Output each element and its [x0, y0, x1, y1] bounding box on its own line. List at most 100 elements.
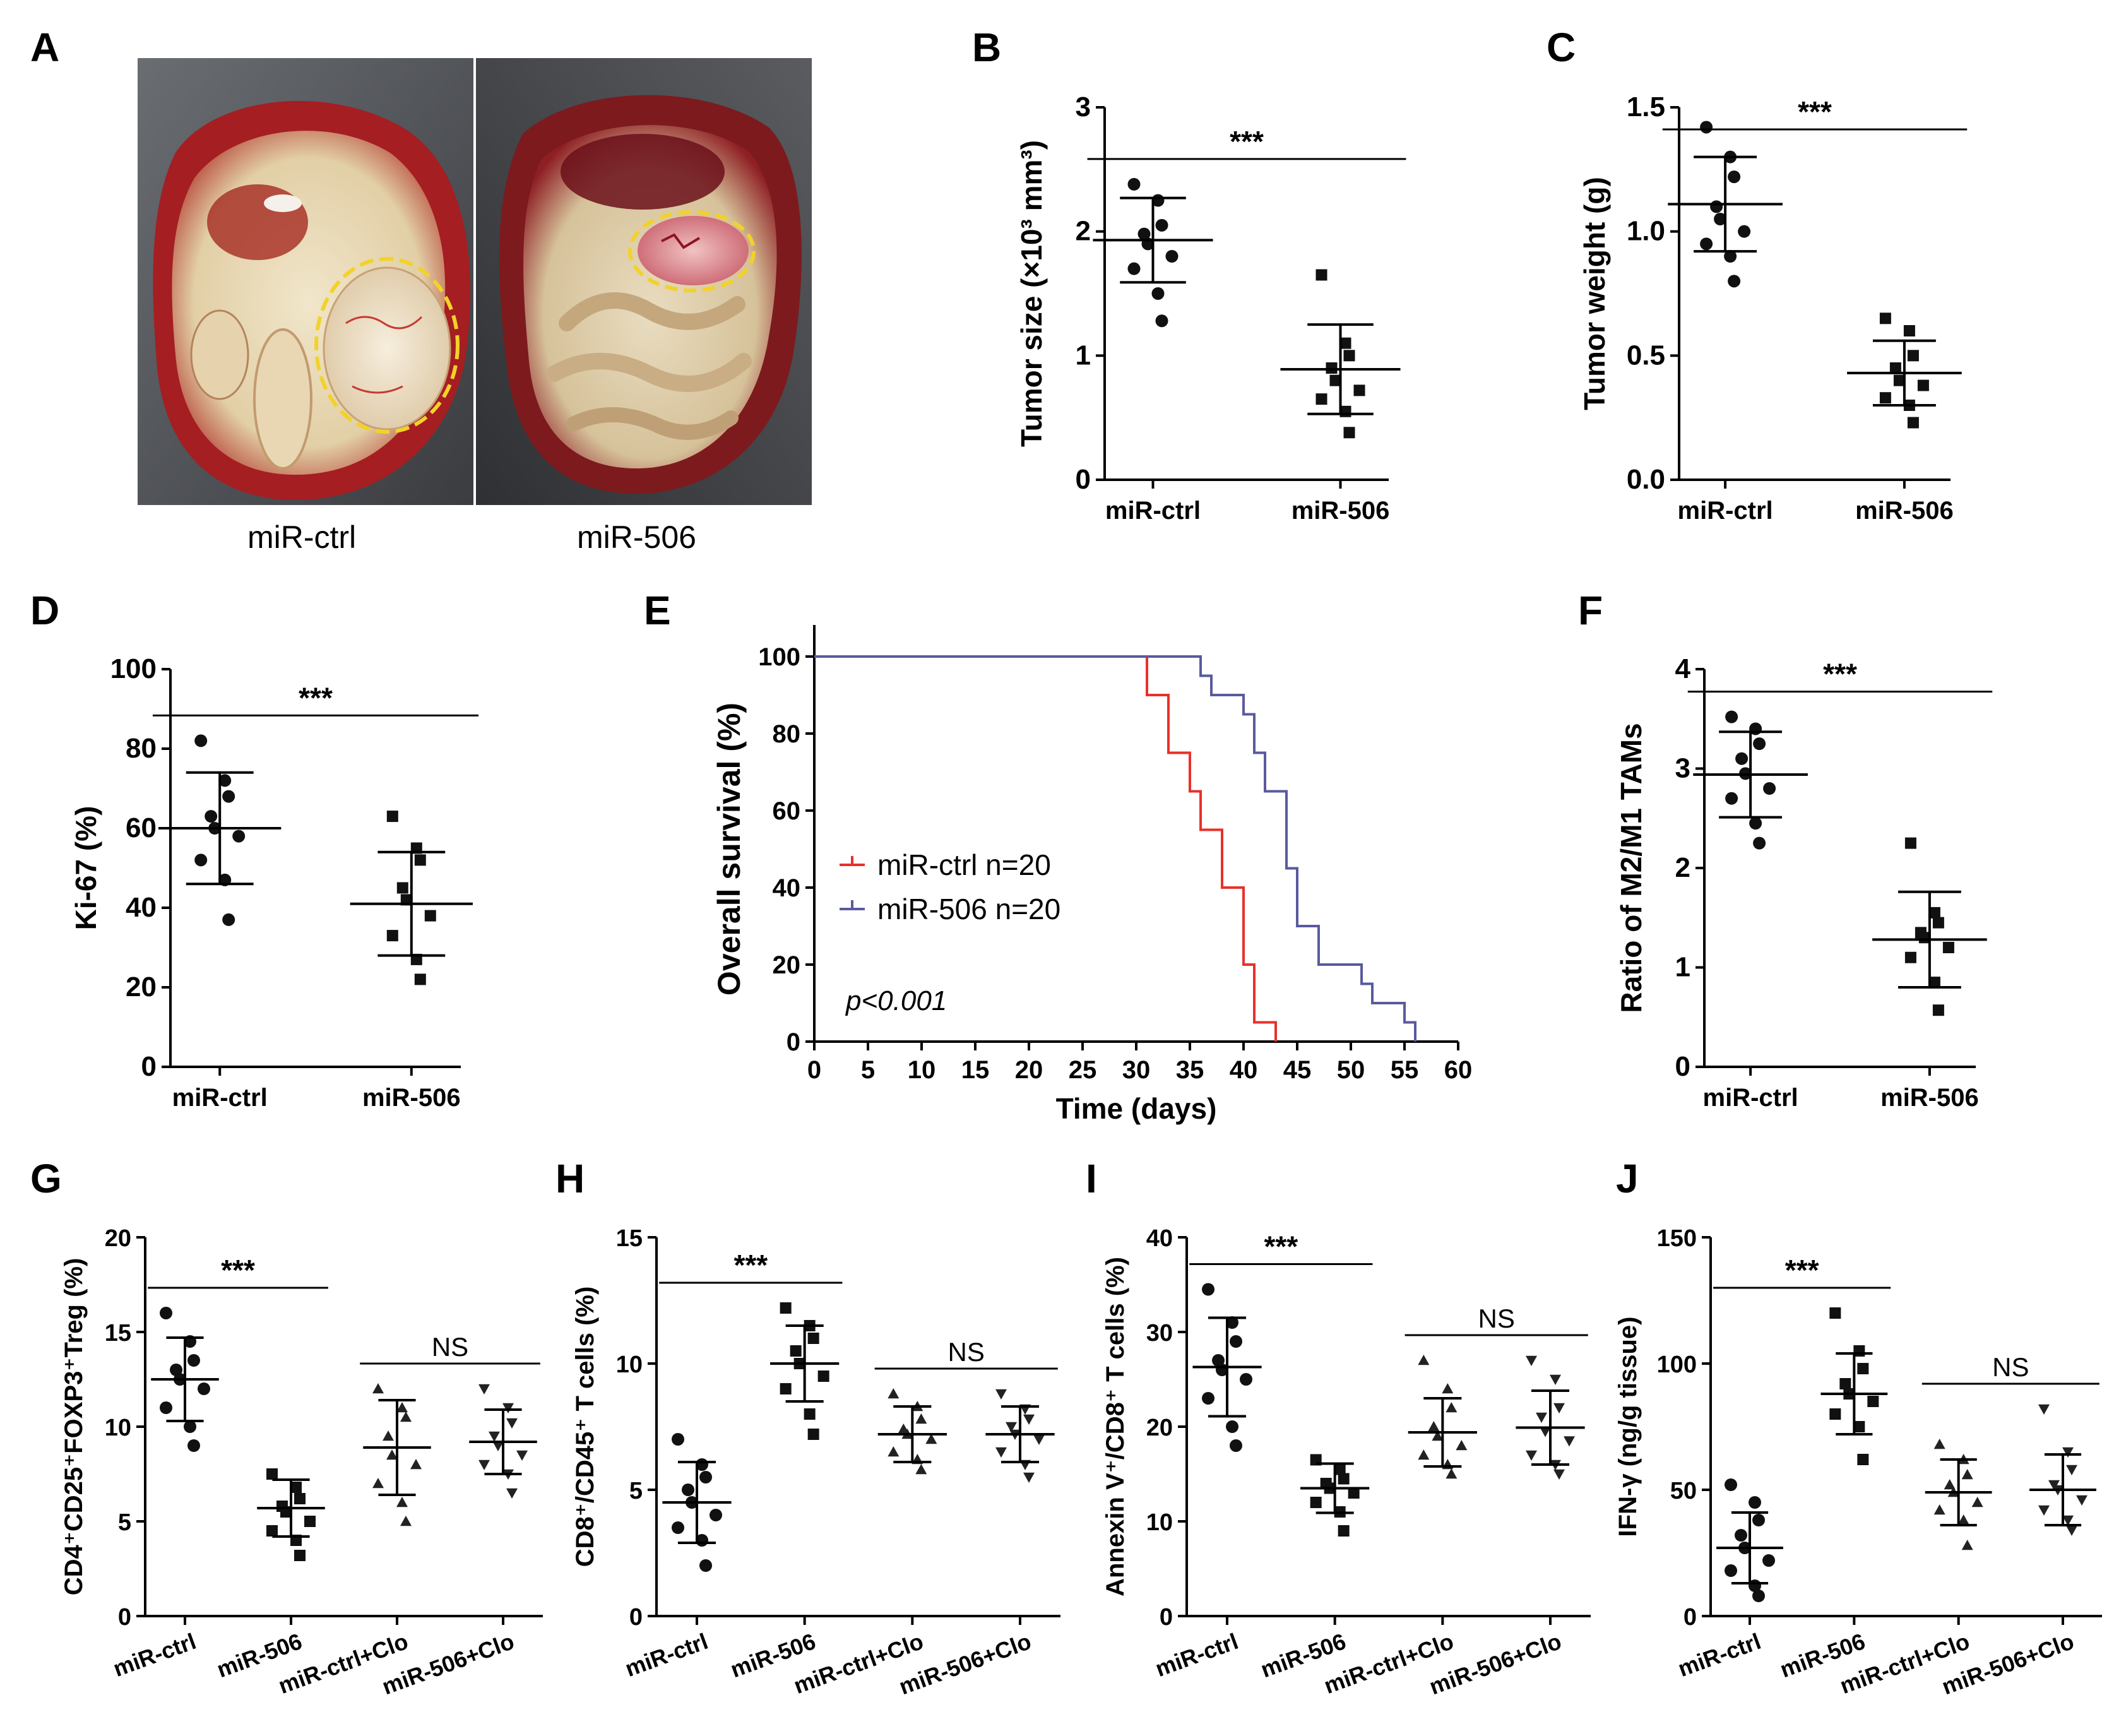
x-category-label: miR-ctrl — [1675, 1628, 1764, 1682]
data-point — [1446, 1468, 1458, 1479]
data-point — [1155, 314, 1168, 328]
data-point — [2038, 1404, 2050, 1415]
data-point — [386, 930, 398, 942]
data-point — [1456, 1440, 1468, 1451]
data-point — [682, 1483, 694, 1496]
data-group — [257, 1468, 325, 1561]
significance-label: *** — [221, 1254, 255, 1287]
data-point — [1553, 1403, 1565, 1413]
data-point — [1329, 374, 1341, 386]
data-point — [2062, 1447, 2074, 1458]
data-group — [1093, 177, 1213, 328]
data-point — [807, 1333, 819, 1344]
data-point — [1343, 350, 1355, 362]
data-point — [1857, 1363, 1869, 1374]
x-tick-label: 45 — [1283, 1056, 1312, 1084]
x-category-label: miR-ctrl — [172, 1084, 268, 1112]
data-point — [1893, 374, 1905, 386]
data-point — [2062, 1515, 2074, 1526]
y-axis-label: CD8⁺/CD45⁺ T cells (%) — [571, 1287, 599, 1567]
data-group — [1668, 121, 1783, 288]
data-point — [995, 1389, 1007, 1400]
significance-label: NS — [1478, 1304, 1514, 1333]
panel-label-f: F — [1578, 588, 1603, 633]
data-point — [1418, 1355, 1430, 1365]
data-point — [372, 1383, 384, 1394]
data-point — [187, 1354, 200, 1367]
data-point — [266, 1468, 278, 1480]
x-tick-label: 40 — [1230, 1056, 1258, 1084]
data-point — [294, 1493, 306, 1504]
data-point — [1446, 1402, 1458, 1413]
data-point — [1212, 1354, 1225, 1367]
data-point — [1857, 1454, 1869, 1465]
data-point — [1853, 1421, 1865, 1432]
data-point — [1879, 312, 1891, 324]
data-point — [1928, 977, 1940, 989]
data-point — [1348, 1487, 1360, 1499]
data-point — [1338, 1473, 1350, 1485]
data-point — [1903, 325, 1915, 336]
data-point — [198, 1382, 210, 1395]
data-group — [662, 1433, 732, 1572]
data-point — [817, 1370, 829, 1382]
x-tick-label: 35 — [1176, 1056, 1204, 1084]
y-tick-label: 40 — [126, 892, 157, 923]
y-axis-label: Tumor size (×10³ mm³) — [1015, 140, 1048, 447]
x-tick-label: 10 — [908, 1056, 936, 1084]
data-group — [158, 734, 282, 926]
y-tick-label: 10 — [1146, 1509, 1173, 1536]
significance-label: *** — [1785, 1254, 1819, 1287]
data-point — [502, 1403, 514, 1413]
data-point — [1310, 1497, 1322, 1508]
data-point — [1724, 250, 1737, 263]
data-point — [1700, 237, 1713, 251]
y-tick-label: 80 — [773, 720, 801, 748]
survival-curve-miR-ctrl — [814, 655, 1277, 1042]
x-tick-label: 55 — [1391, 1056, 1419, 1084]
data-point — [1526, 1450, 1537, 1461]
y-tick-label: 10 — [616, 1352, 643, 1378]
panel-label-d: D — [30, 588, 60, 633]
data-point — [888, 1388, 900, 1399]
y-tick-label: 10 — [105, 1415, 131, 1441]
data-point — [1315, 269, 1327, 281]
x-category-label: miR-506 — [1292, 497, 1390, 525]
data-point — [1752, 1514, 1765, 1526]
data-point — [1879, 392, 1891, 404]
data-point — [1240, 1373, 1252, 1386]
data-point — [414, 854, 426, 866]
data-point — [804, 1408, 816, 1420]
data-group — [1872, 837, 1987, 1016]
data-point — [1735, 1529, 1747, 1542]
data-point — [1137, 227, 1151, 241]
significance-label: *** — [733, 1249, 768, 1281]
x-category-label: miR-ctrl — [622, 1628, 711, 1682]
x-category-label: miR-ctrl — [1105, 497, 1201, 525]
data-point — [699, 1559, 712, 1572]
data-point — [807, 1429, 819, 1440]
y-tick-label: 2 — [1675, 852, 1690, 883]
data-point — [160, 1401, 172, 1414]
data-point — [290, 1482, 302, 1493]
y-axis-label: Overall survival (%) — [711, 703, 747, 996]
data-point — [1226, 1420, 1238, 1433]
data-point — [2066, 1465, 2077, 1475]
data-point — [995, 1447, 1007, 1458]
data-point — [304, 1516, 316, 1527]
data-group — [1693, 710, 1808, 850]
data-point — [1762, 1554, 1775, 1567]
y-tick-label: 50 — [1670, 1478, 1697, 1504]
data-group — [1516, 1355, 1585, 1480]
data-point — [790, 1345, 802, 1357]
data-point — [1226, 1316, 1238, 1329]
data-point — [383, 1430, 394, 1441]
chart-ki67: 0 20 40 60 80 100 Ki-67 (%) miR-ctrl miR-506 *** — [69, 653, 479, 1112]
data-point — [925, 1434, 937, 1444]
data-point — [1151, 287, 1165, 300]
y-tick-label: 60 — [773, 797, 801, 825]
data-point — [1714, 213, 1727, 225]
significance-label: NS — [947, 1337, 984, 1367]
data-point — [1536, 1412, 1547, 1423]
p-value-annotation: p<0.001 — [845, 985, 947, 1016]
